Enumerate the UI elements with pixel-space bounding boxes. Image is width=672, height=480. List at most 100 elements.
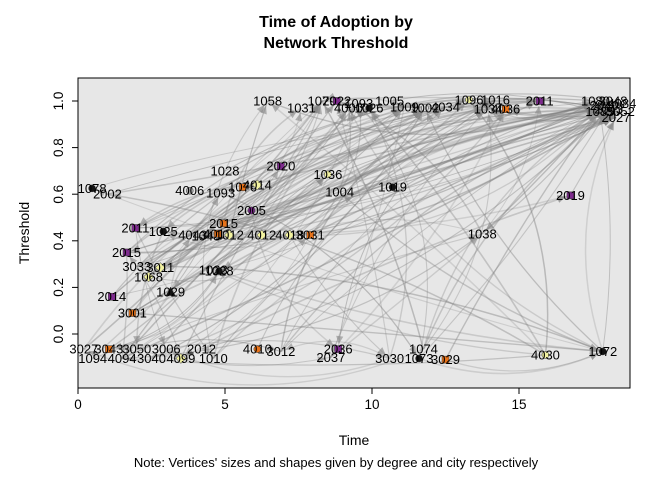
network-edge <box>205 116 617 237</box>
network-edge <box>444 111 601 360</box>
network-edge <box>422 102 623 350</box>
network-edge <box>330 106 405 358</box>
y-tick-label: 1.0 <box>51 92 66 111</box>
x-tick-label: 0 <box>74 397 82 412</box>
edge-arrowhead-icon <box>133 336 141 345</box>
network-edge <box>126 100 540 254</box>
edge-arrowhead-icon <box>166 220 176 229</box>
edge-arrowhead-icon <box>125 345 133 355</box>
vertex-label: 1016 <box>481 92 510 107</box>
vertex-label: 1072 <box>588 344 617 359</box>
edge-arrowhead-icon <box>184 347 194 356</box>
vertex-label: 3030 <box>375 351 404 366</box>
vertex-label: 3043 <box>94 342 123 357</box>
edge-arrowhead-icon <box>285 343 295 350</box>
edge-arrowhead-icon <box>589 115 597 125</box>
network-edge <box>91 116 617 189</box>
network-edge <box>584 116 617 352</box>
network-edge <box>132 312 603 353</box>
network-edge <box>205 104 605 237</box>
network-edge <box>91 187 603 353</box>
vertex-label: 4014 <box>243 177 272 192</box>
edge-arrowhead-icon <box>295 112 303 122</box>
network-edge <box>347 107 604 353</box>
edge-arrowhead-icon <box>482 102 492 110</box>
edge-arrowhead-icon <box>139 217 148 225</box>
edge-arrowhead-icon <box>120 345 128 354</box>
edge-arrowhead-icon <box>343 195 352 204</box>
edge-arrowhead-icon <box>325 338 335 347</box>
vertex-label: 4094 <box>108 351 137 366</box>
network-edge <box>136 265 604 353</box>
network-edge <box>250 210 339 350</box>
vertex-label: 1004 <box>325 184 354 199</box>
vertex-label: 4006 <box>175 183 204 198</box>
network-edge <box>424 107 604 352</box>
network-edge <box>321 100 425 350</box>
network-edge <box>280 111 601 352</box>
network-edge <box>205 102 623 237</box>
edge-arrowhead-icon <box>170 351 180 358</box>
network-edge <box>148 116 617 278</box>
network-edge <box>136 106 405 268</box>
vertex-label: 1073 <box>405 351 434 366</box>
network-edge <box>111 105 605 298</box>
vertex-label: 4030 <box>531 347 560 362</box>
network-edge <box>83 106 405 350</box>
network-edge <box>422 108 610 350</box>
network-edge <box>321 96 496 102</box>
network-edge <box>218 218 483 272</box>
network-edge <box>201 108 610 350</box>
vertex-label: 1078 <box>78 181 107 196</box>
network-edge <box>223 107 349 224</box>
edge-arrowhead-icon <box>526 98 535 107</box>
edge-arrowhead-icon <box>602 119 612 126</box>
network-edge <box>309 100 614 236</box>
vertex-label: 1019 <box>378 180 407 195</box>
edge-arrowhead-icon <box>88 350 98 358</box>
edge-arrowhead-icon <box>298 238 307 247</box>
network-edge <box>148 108 506 278</box>
vertex-label: 3050 <box>122 342 151 357</box>
network-edge <box>122 100 614 360</box>
x-tick-label: 10 <box>364 397 379 412</box>
vertex-label: 1028 <box>205 264 234 279</box>
network-edge <box>132 99 496 314</box>
network-edge <box>289 234 391 359</box>
network-edge <box>205 107 426 237</box>
edge-arrowhead-icon <box>492 110 502 118</box>
edge-arrowhead-icon <box>96 189 106 197</box>
edge-arrowhead-icon <box>209 275 217 285</box>
x-tick-label: 5 <box>221 397 229 412</box>
network-edge <box>330 108 507 358</box>
network-edge <box>224 97 609 172</box>
network-edge <box>218 106 446 272</box>
network-edge <box>481 111 601 235</box>
edge-arrowhead-icon <box>376 351 385 359</box>
network-edge <box>251 100 614 212</box>
network-edge <box>289 105 605 237</box>
vertex-label: 4018 <box>275 227 304 242</box>
vertex-label: 4000 <box>334 100 363 115</box>
network-edge <box>180 103 360 359</box>
vertex-label: 2015 <box>209 216 238 231</box>
vertex-label: 3031 <box>296 227 325 242</box>
edge-arrowhead-icon <box>129 256 138 265</box>
edge-arrowhead-icon <box>607 121 614 131</box>
vertex-label: 4036 <box>491 102 520 117</box>
network-edge <box>132 110 621 314</box>
network-edge <box>151 108 507 360</box>
network-edge <box>418 100 614 359</box>
network-edge <box>217 100 540 235</box>
network-edge <box>280 110 621 352</box>
network-edge <box>108 270 220 350</box>
edge-arrowhead-icon <box>486 114 494 123</box>
network-edge <box>336 100 391 359</box>
network-edge <box>107 100 614 195</box>
network-edge <box>180 100 338 359</box>
vertex-label: 1076 <box>228 180 257 195</box>
network-edge <box>160 173 329 269</box>
vertex-label: 3048 <box>599 94 628 109</box>
vertex-label: 3011 <box>146 260 174 275</box>
